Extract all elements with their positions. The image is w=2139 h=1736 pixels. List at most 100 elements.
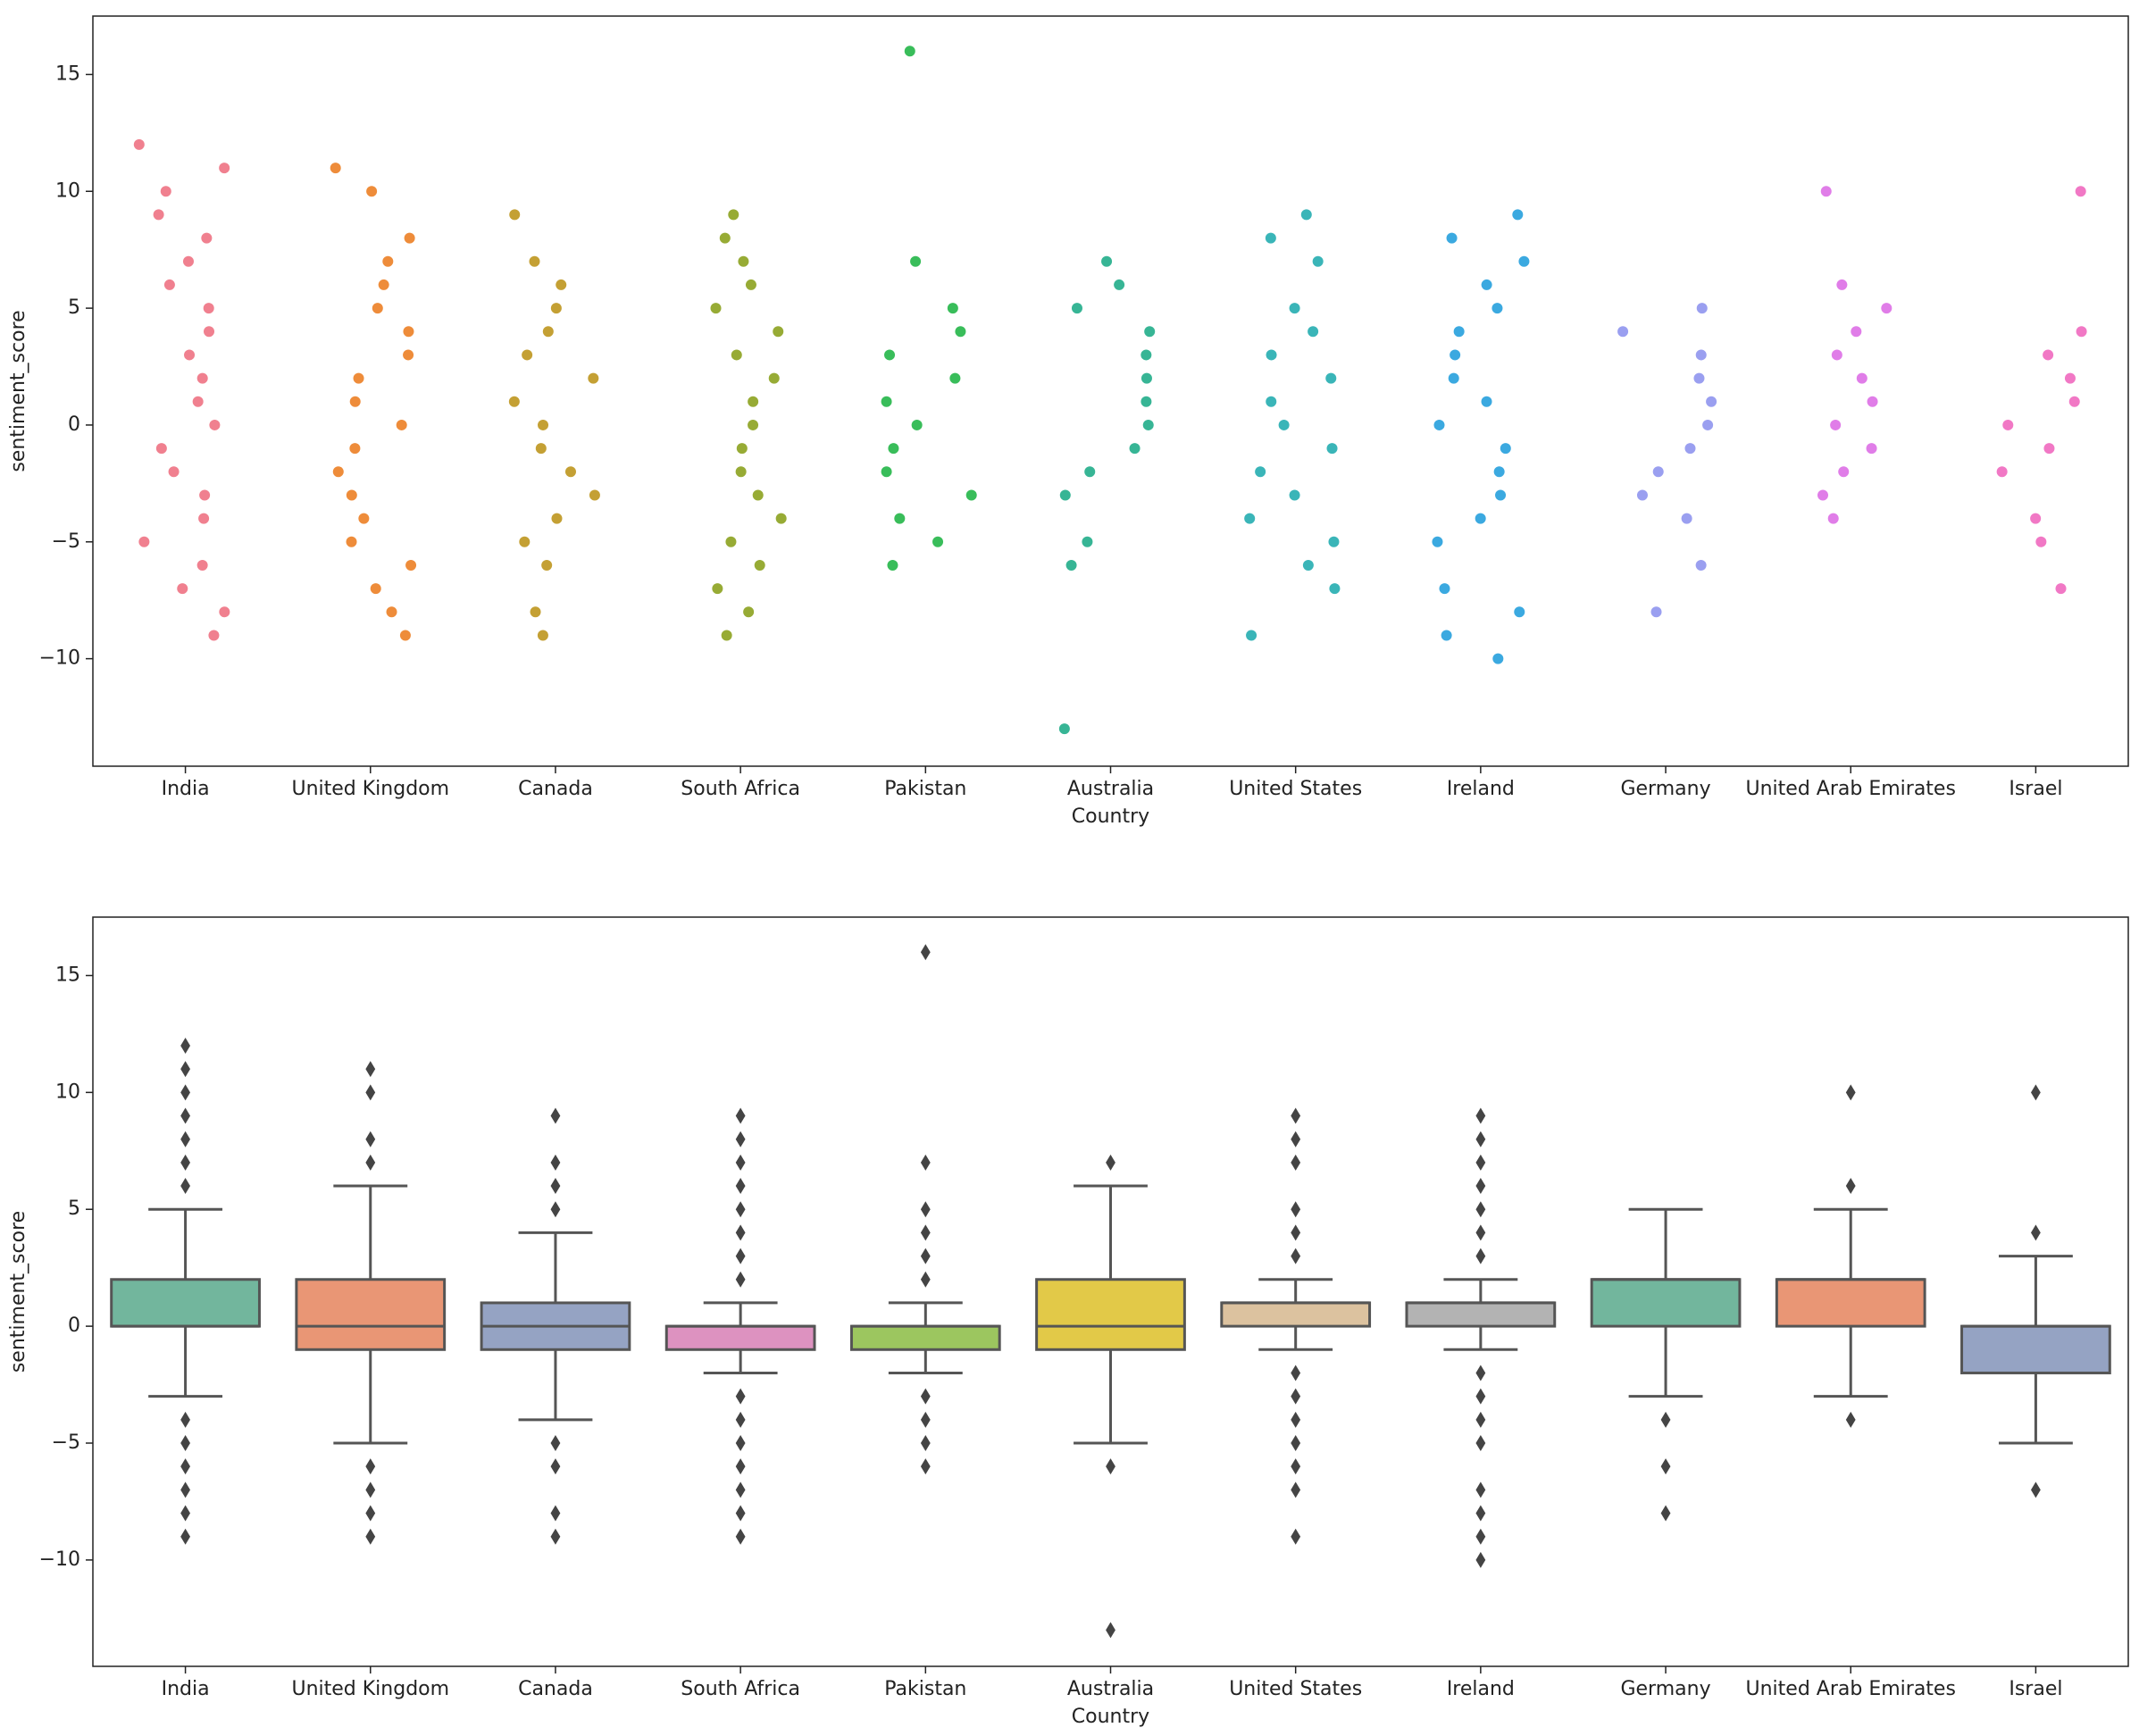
strip-point — [405, 559, 417, 571]
outlier — [735, 1435, 746, 1452]
outlier — [735, 1248, 746, 1264]
strip-point — [358, 513, 370, 524]
outlier — [1660, 1458, 1671, 1475]
strip-point — [182, 255, 194, 267]
strip-point — [1514, 606, 1525, 618]
strip-point — [748, 396, 759, 407]
box — [1960, 1324, 2111, 1374]
outlier — [180, 1037, 190, 1054]
strip-point — [947, 303, 958, 314]
box — [1405, 1301, 1557, 1328]
strip-point — [884, 349, 896, 361]
strip-point — [522, 349, 533, 361]
outlier — [2031, 1224, 2041, 1241]
x-tick-label: United States — [1229, 778, 1362, 800]
outlier — [920, 1201, 931, 1218]
outlier — [1291, 1224, 1301, 1241]
strip-point — [1856, 372, 1867, 384]
y-axis-label: sentiment_score — [7, 1211, 29, 1373]
strip-point — [2055, 583, 2067, 595]
box — [295, 1278, 447, 1351]
strip-point — [537, 630, 548, 641]
outlier — [735, 1458, 746, 1475]
outlier — [735, 1107, 746, 1124]
outlier — [180, 1481, 190, 1498]
strip-point — [382, 255, 394, 267]
strip-point — [196, 372, 208, 384]
strip-point — [208, 630, 220, 641]
x-tick-label: South Africa — [681, 778, 800, 800]
strip-point — [1650, 606, 1662, 618]
strip-point — [203, 303, 214, 314]
outlier — [735, 1528, 746, 1545]
strip-point — [138, 536, 150, 547]
strip-point — [1441, 630, 1452, 641]
outlier — [180, 1411, 190, 1428]
strip-point — [1312, 255, 1324, 267]
y-tick-label: 0 — [68, 413, 80, 436]
strip-point — [332, 466, 344, 478]
x-tick-label: Israel — [2009, 1678, 2062, 1700]
strip-point — [719, 232, 731, 244]
outlier — [550, 1178, 561, 1195]
outlier — [365, 1084, 376, 1101]
strip-point — [184, 349, 196, 361]
strip-point — [1289, 489, 1300, 501]
strip-point — [1142, 419, 1154, 430]
strip-point — [1512, 209, 1524, 221]
strip-point — [1129, 443, 1141, 455]
strip-point — [519, 536, 531, 547]
x-tick-label: Germany — [1620, 1678, 1710, 1700]
strip-point — [748, 419, 759, 430]
strip-point — [1518, 255, 1530, 267]
y-tick-label: 10 — [55, 1081, 80, 1103]
y-tick-label: −5 — [52, 530, 80, 553]
strip-point — [1453, 326, 1465, 338]
outlier — [1475, 1107, 1486, 1124]
outlier — [1291, 1481, 1301, 1498]
outlier — [735, 1201, 746, 1218]
strip-point — [1144, 326, 1156, 338]
strip-point — [738, 255, 749, 267]
outlier — [180, 1131, 190, 1148]
box — [849, 1324, 1001, 1351]
outlier — [365, 1061, 376, 1078]
strip-point — [1866, 443, 1877, 455]
outlier — [1475, 1154, 1486, 1171]
strip-point — [1706, 396, 1717, 407]
outlier — [1660, 1505, 1671, 1522]
strip-point — [160, 186, 171, 197]
x-tick-label: Australia — [1067, 778, 1154, 800]
strip-point — [775, 513, 787, 524]
strip-point — [1114, 279, 1125, 290]
strip-point — [1448, 372, 1459, 384]
strip-point — [752, 489, 764, 501]
strip-point — [535, 443, 547, 455]
outlier — [735, 1131, 746, 1148]
strip-point — [163, 279, 175, 290]
strip-point — [768, 372, 780, 384]
strip-point — [1059, 489, 1071, 501]
strip-point — [1058, 723, 1070, 735]
outlier — [1475, 1551, 1486, 1568]
axes-frame — [92, 916, 2129, 1667]
strip-point — [2002, 419, 2014, 430]
outlier — [735, 1224, 746, 1241]
outlier — [1475, 1365, 1486, 1381]
strip-point — [736, 443, 748, 455]
strip-point — [743, 606, 755, 618]
strip-point — [745, 279, 756, 290]
outlier — [365, 1458, 376, 1475]
y-tick-label: −10 — [39, 1548, 80, 1571]
y-tick-label: 0 — [68, 1315, 80, 1337]
outlier — [1845, 1411, 1856, 1428]
x-tick-label: Pakistan — [884, 778, 966, 800]
outlier — [735, 1411, 746, 1428]
outlier — [1291, 1528, 1301, 1545]
box — [1220, 1301, 1372, 1328]
strip-point — [1491, 303, 1503, 314]
strip-point — [1996, 466, 2008, 478]
strip-point — [1831, 349, 1842, 361]
outlier — [2031, 1084, 2041, 1101]
strip-point — [1278, 419, 1290, 430]
